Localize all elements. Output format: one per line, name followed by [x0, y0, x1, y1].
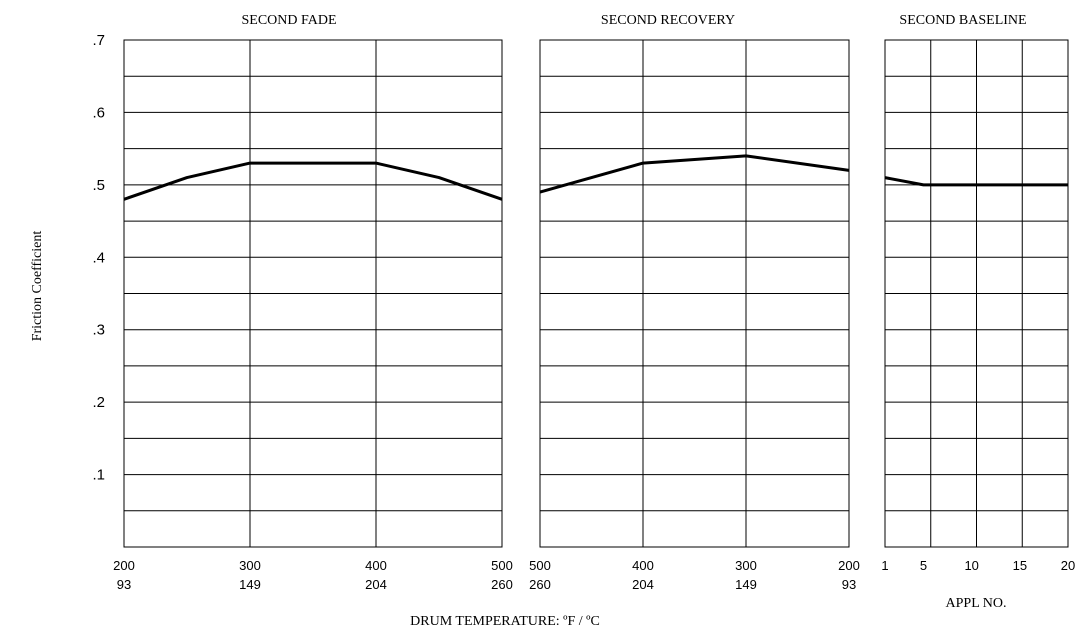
x-tick-label: 15	[1013, 558, 1027, 573]
y-tick-label: .4	[92, 249, 105, 266]
series-line	[539, 154, 850, 194]
panel-title: SECOND RECOVERY	[601, 13, 735, 28]
x-tick-label: 200	[838, 558, 860, 573]
y-tick-label: .1	[92, 467, 105, 484]
x-tick-label: 300	[735, 558, 757, 573]
x-tick-label-celsius: 260	[491, 577, 513, 592]
y-axis-tick-labels: .7 .6 .5 .4 .3 .2 .1	[92, 32, 105, 484]
y-tick-label: .7	[92, 32, 105, 49]
panel-second-fade: SECOND FADE 200 93 300 149 400 204 500 260	[113, 13, 513, 592]
x-tick-label: 500	[491, 558, 513, 573]
x-tick-label-celsius: 204	[365, 577, 387, 592]
x-tick-label: 400	[365, 558, 387, 573]
x-tick-label-celsius: 93	[117, 577, 131, 592]
x-tick-label: 20	[1061, 558, 1075, 573]
y-tick-label: .5	[92, 177, 105, 194]
y-tick-label: .6	[92, 104, 105, 121]
x-tick-label: 5	[920, 558, 927, 573]
x-axis-title: APPL NO.	[946, 596, 1007, 611]
x-tick-label: 400	[632, 558, 654, 573]
x-axis-title: DRUM TEMPERATURE: ºF / ºC	[410, 614, 600, 629]
y-tick-label: .2	[92, 394, 105, 411]
x-tick-label: 1	[881, 558, 888, 573]
y-tick-label: .3	[92, 322, 105, 339]
x-tick-label: 200	[113, 558, 135, 573]
x-tick-label-celsius: 260	[529, 577, 551, 592]
x-tick-label-celsius: 149	[239, 577, 261, 592]
series-line	[123, 161, 503, 201]
x-tick-label: 300	[239, 558, 261, 573]
x-tick-label-celsius: 149	[735, 577, 757, 592]
plot-frame	[123, 39, 503, 548]
plot-frame	[884, 39, 1069, 548]
x-tick-label: 500	[529, 558, 551, 573]
y-axis-title: Friction Coefficient	[30, 231, 45, 342]
plot-frame	[539, 39, 850, 548]
x-tick-label-celsius: 93	[842, 577, 856, 592]
panel-second-baseline: SECOND BASELINE APPL NO. 1 5 10 15 20	[881, 13, 1075, 611]
series-line	[884, 176, 1068, 187]
x-tick-label-celsius: 204	[632, 577, 654, 592]
panel-second-recovery: SECOND RECOVERY 500 260 400 204 300 149 200 93	[529, 13, 860, 592]
panel-title: SECOND BASELINE	[899, 13, 1026, 28]
panel-title: SECOND FADE	[241, 13, 336, 28]
x-tick-label: 10	[964, 558, 978, 573]
